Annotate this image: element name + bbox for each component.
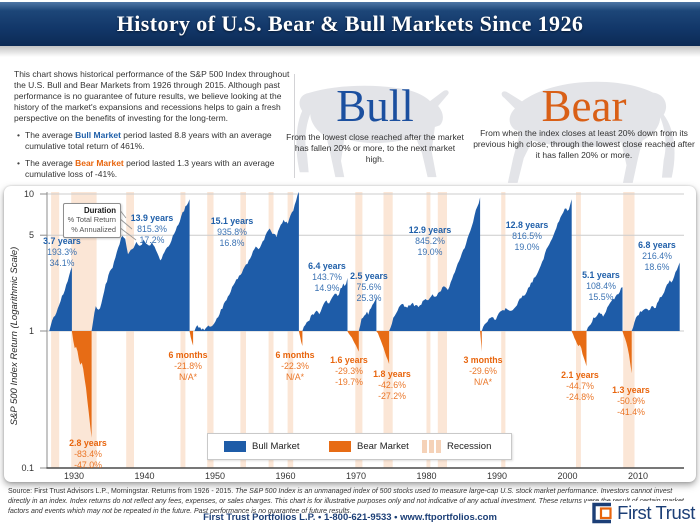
- callout-total-return-label: % Total Return: [67, 215, 116, 225]
- legend-label: Bull Market: [252, 441, 300, 452]
- bull-definition-block: Bull From the lowest close reached after…: [286, 66, 464, 188]
- legend-item-bear-market: Bear Market: [329, 434, 409, 459]
- title-bar: History of U.S. Bear & Bull Markets Sinc…: [0, 2, 700, 46]
- recession-band: [576, 192, 581, 468]
- bull-silhouette-icon: [296, 85, 449, 178]
- description-paragraph: This chart shows historical performance …: [14, 69, 290, 123]
- bull-market-area: [631, 262, 680, 331]
- svg-text:1970: 1970: [346, 471, 366, 481]
- legend-item-recession: Recession: [422, 434, 491, 459]
- bear-definition-block: Bear From when the index closes at least…: [470, 66, 698, 190]
- bull-market-area: [91, 199, 190, 331]
- legend-label: Bear Market: [357, 441, 409, 452]
- bear-market-area: [480, 331, 482, 352]
- svg-text:1980: 1980: [416, 471, 436, 481]
- legend-label: Recession: [447, 441, 492, 452]
- chart-panel: 10 5 1 0.1 1930 1940 1950 1960 1970 1980 1990 2000 2…: [4, 186, 696, 482]
- title-bar-shadow: [0, 46, 700, 57]
- footer-contact: First Trust Portfolios L.P. • 1-800-621-…: [203, 512, 497, 523]
- bull-market-area: [193, 191, 299, 331]
- svg-text:1950: 1950: [205, 471, 225, 481]
- svg-text:1990: 1990: [487, 471, 507, 481]
- legend-swatch: [224, 441, 246, 452]
- bear-market-area: [71, 331, 92, 438]
- svg-text:1930: 1930: [64, 471, 84, 481]
- svg-text:5: 5: [29, 230, 34, 240]
- bull-market-area: [49, 267, 72, 331]
- bear-definition-text: From when the index closes at least 20% …: [473, 128, 695, 161]
- market-history-chart: 10 5 1 0.1 1930 1940 1950 1960 1970 1980 1990 2000 2…: [9, 189, 684, 481]
- description-bullets: The average Bull Market period lasted 8.…: [14, 130, 294, 180]
- svg-text:10: 10: [24, 189, 34, 199]
- source-disclaimer: Source: First Trust Advisors L.P., Morni…: [8, 488, 684, 516]
- callout-duration-label: Duration: [83, 206, 116, 215]
- bull-definition-text: From the lowest close reached after the …: [286, 132, 464, 165]
- svg-text:1: 1: [29, 326, 34, 336]
- bear-market-area: [298, 331, 303, 346]
- description-block: This chart shows historical performance …: [14, 69, 294, 186]
- bear-market-area: [622, 331, 632, 374]
- legend-swatch: [422, 440, 441, 453]
- chart-callout: Duration % Total Return % Annualized: [63, 203, 121, 238]
- bull-market-term: Bull Market: [75, 130, 121, 141]
- bear-market-term: Bear Market: [75, 158, 124, 169]
- bull-market-area: [481, 199, 572, 331]
- y-axis-title: S&P 500 Index Return (Logarithmic Scale): [9, 247, 20, 426]
- svg-text:1940: 1940: [134, 471, 154, 481]
- bullet-bear-market: The average Bear Market period lasted 1.…: [14, 158, 294, 180]
- recession-band: [355, 192, 363, 468]
- first-trust-logo-icon: [592, 502, 612, 524]
- legend-item-bull-market: Bull Market: [224, 434, 300, 459]
- recession-band: [383, 192, 393, 468]
- legend-swatch: [329, 441, 351, 452]
- recession-band: [623, 192, 635, 468]
- bear-market-area: [347, 331, 359, 352]
- bull-market-area: [389, 197, 481, 331]
- callout-annualized-label: % Annualized: [71, 224, 116, 234]
- bear-market-area: [376, 331, 390, 364]
- svg-text:0.1: 0.1: [21, 463, 34, 473]
- page-title: History of U.S. Bear & Bull Markets Sinc…: [116, 11, 584, 36]
- divider-line: [294, 74, 295, 178]
- bull-heading: Bull: [336, 81, 414, 131]
- bear-market-area: [189, 331, 194, 346]
- first-trust-logo: First Trust: [586, 501, 695, 525]
- bull-market-area: [358, 297, 377, 331]
- bullet-bull-market: The average Bull Market period lasted 8.…: [14, 130, 294, 152]
- bull-market-area: [302, 277, 348, 331]
- svg-text:2000: 2000: [557, 471, 577, 481]
- chart-legend: Bull Market Bear Market Recession: [207, 433, 512, 460]
- bear-heading: Bear: [541, 81, 627, 131]
- bear-market-area: [571, 331, 587, 367]
- first-trust-logo-text: First Trust: [617, 502, 695, 523]
- svg-text:1960: 1960: [275, 471, 295, 481]
- bear-silhouette-icon: [501, 81, 675, 183]
- bull-market-area: [586, 287, 623, 331]
- svg-text:2010: 2010: [628, 471, 648, 481]
